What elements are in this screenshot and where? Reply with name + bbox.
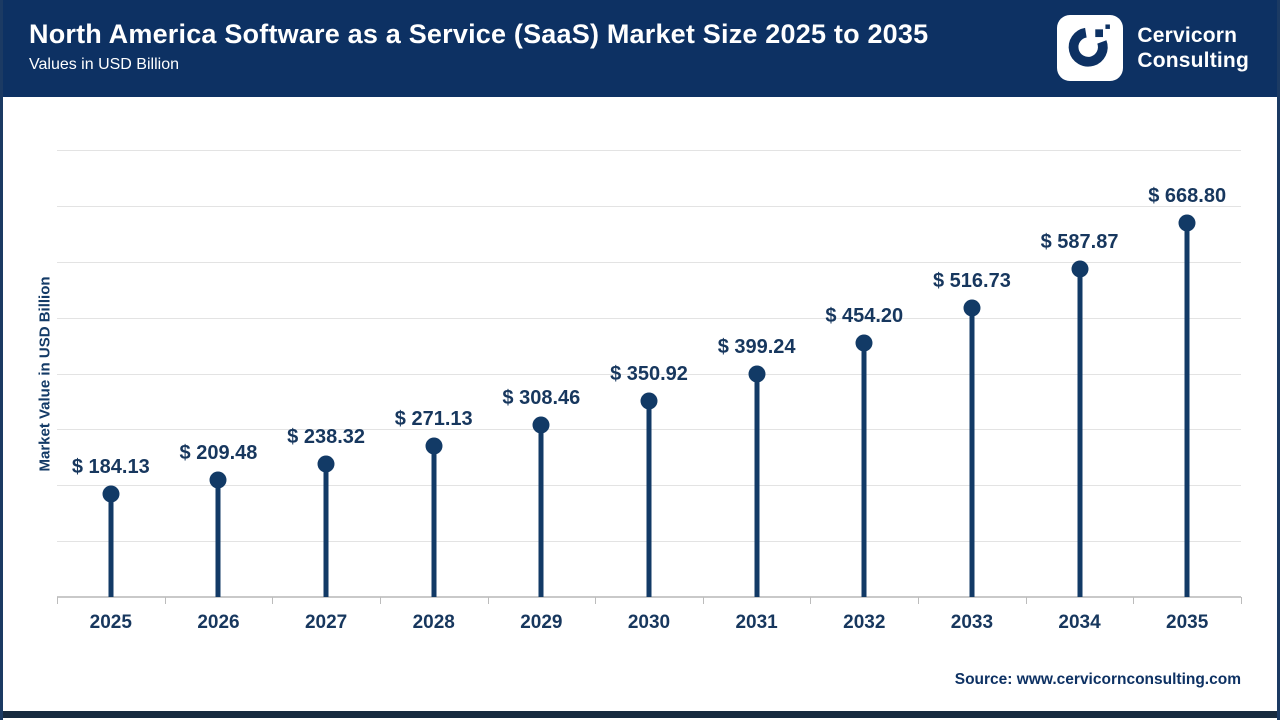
y-axis-title: Market Value in USD Billion (36, 276, 54, 472)
x-axis-tick (595, 597, 597, 604)
x-axis-tick (918, 597, 920, 604)
x-axis-line (57, 596, 1241, 598)
chart-plot: $ 184.13 2025 $ 209.48 2026 $ 238.32 2027 $ 27… (57, 150, 1242, 633)
lollipop-point (102, 485, 120, 503)
lollipop-point (532, 416, 550, 434)
logo-c-icon (1064, 20, 1116, 77)
value-label: $ 516.73 (932, 270, 1011, 293)
page-title: North America Software as a Service (Saa… (29, 19, 929, 49)
logo-wordmark-line1: Cervicorn (1137, 24, 1238, 47)
x-axis-tick (1241, 597, 1242, 604)
gridline (57, 317, 1241, 319)
x-axis-label: 2031 (735, 612, 778, 633)
x-axis-tick (57, 597, 58, 604)
lollipop-stem (754, 373, 760, 597)
x-axis-tick (272, 597, 274, 604)
lollipop-stem (861, 343, 867, 597)
page-subtitle: Values in USD Billion (29, 56, 179, 73)
x-axis-tick (164, 597, 166, 604)
lollipop-point (748, 365, 766, 383)
logo-wordmark: Cervicorn Consulting (1137, 23, 1249, 73)
x-axis-tick (379, 597, 381, 604)
source-text: Source: www.cervicornconsulting.com (954, 671, 1241, 688)
x-axis-label: 2025 (89, 612, 132, 633)
value-label: $ 668.80 (1148, 185, 1227, 208)
lollipop-stem (431, 445, 437, 597)
lollipop-point (1178, 214, 1196, 232)
value-label: $ 238.32 (287, 425, 365, 448)
x-axis-label: 2034 (1058, 612, 1101, 633)
x-axis-label: 2028 (412, 612, 455, 633)
lollipop-stem (538, 424, 544, 597)
value-label: $ 399.24 (717, 335, 796, 358)
x-axis-label: 2032 (843, 612, 886, 633)
x-axis-tick (1025, 597, 1027, 604)
value-label: $ 587.87 (1040, 230, 1119, 253)
lollipop-stem (1184, 223, 1190, 597)
lollipop-stem (108, 494, 114, 597)
lollipop-point (640, 392, 658, 410)
logo-mark (1057, 15, 1124, 81)
value-label: $ 350.92 (610, 362, 688, 385)
lollipop-point (425, 437, 443, 454)
gridline (57, 150, 1241, 151)
x-axis-label: 2030 (627, 612, 671, 633)
x-axis-label: 2035 (1166, 612, 1209, 633)
x-axis-label: 2027 (304, 612, 348, 633)
value-label: $ 308.46 (502, 386, 581, 409)
logo: Cervicorn Consulting (1057, 15, 1249, 81)
value-label: $ 209.48 (179, 441, 258, 464)
lollipop-stem (1077, 268, 1083, 597)
lollipop-point (209, 471, 227, 489)
gridline (57, 261, 1241, 263)
x-axis-tick (702, 597, 704, 604)
lollipop-stem (323, 463, 329, 597)
bottom-bar (3, 711, 1277, 718)
gridline (57, 205, 1241, 207)
lollipop-stem (969, 308, 975, 597)
lollipop-point (317, 455, 335, 473)
lollipop-point (1071, 260, 1089, 278)
header-bar: North America Software as a Service (Saa… (3, 0, 1277, 97)
x-axis-tick (487, 597, 489, 604)
lollipop-point (855, 334, 873, 352)
value-label: $ 454.20 (825, 305, 904, 328)
gridline (57, 373, 1241, 375)
x-axis-label: 2029 (520, 612, 563, 633)
x-axis-label: 2026 (197, 612, 240, 633)
value-label: $ 184.13 (71, 456, 150, 479)
lollipop-point (963, 299, 981, 317)
x-axis-label: 2033 (950, 612, 994, 633)
lollipop-stem (215, 479, 221, 597)
header-titles: North America Software as a Service (Saa… (29, 17, 928, 74)
value-label: $ 271.13 (394, 407, 473, 430)
x-axis-tick (1133, 597, 1135, 604)
logo-wordmark-line2: Consulting (1137, 49, 1249, 72)
lollipop-stem (646, 400, 652, 597)
x-axis-tick (810, 597, 812, 604)
